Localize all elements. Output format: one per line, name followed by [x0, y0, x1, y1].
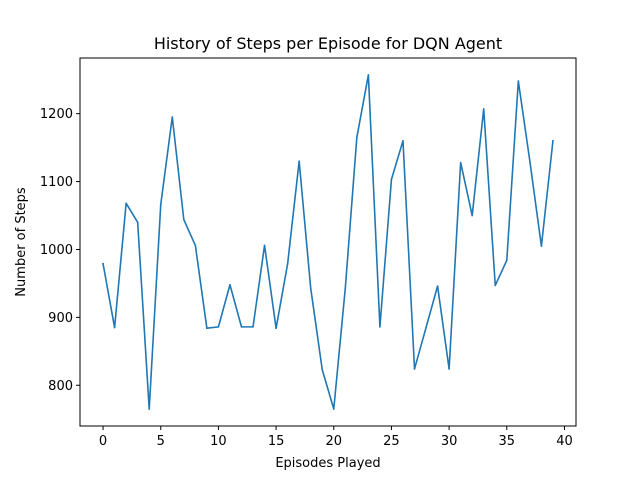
data-point	[298, 160, 300, 162]
data-point	[482, 108, 485, 110]
data-point	[448, 368, 450, 370]
x-tick-label: 25	[383, 434, 400, 449]
data-point	[505, 259, 508, 262]
data-point	[194, 244, 197, 247]
data-point	[436, 285, 439, 287]
data-point	[309, 287, 312, 289]
data-point	[206, 327, 208, 330]
data-point	[159, 203, 162, 206]
y-tick-label: 1000	[40, 243, 73, 258]
data-point	[379, 326, 381, 328]
data-point	[529, 160, 531, 162]
plot-frame	[79, 57, 577, 427]
data-point	[321, 368, 324, 371]
data-point	[459, 161, 462, 164]
data-point	[125, 202, 127, 205]
data-point	[552, 140, 554, 142]
data-point	[136, 221, 139, 224]
x-tick-label: 10	[210, 434, 227, 449]
y-tick-label: 900	[48, 311, 73, 326]
x-tick-label: 20	[325, 434, 342, 449]
y-axis: 800 900 1000 1100 1200	[40, 107, 80, 394]
plot-area	[102, 74, 554, 410]
y-axis-label: Number of Steps	[14, 187, 29, 297]
series-line-0	[102, 74, 554, 410]
data-point	[390, 178, 393, 181]
x-tick-label: 0	[99, 434, 107, 449]
x-axis: 0 5 10 15 20 25 30 35 40	[99, 426, 573, 449]
data-point	[102, 262, 104, 265]
data-point	[286, 262, 289, 265]
data-point	[171, 116, 174, 118]
data-point	[217, 326, 220, 328]
data-point	[356, 136, 358, 139]
x-tick-label: 40	[556, 434, 573, 449]
x-axis-label: Episodes Played	[275, 456, 380, 471]
data-point	[494, 284, 497, 287]
data-point	[344, 287, 347, 289]
data-point	[367, 74, 370, 76]
data-point	[413, 368, 416, 370]
data-point	[471, 214, 473, 217]
x-tick-label: 15	[268, 434, 285, 449]
y-tick-label: 1100	[40, 175, 73, 190]
data-point	[229, 283, 231, 286]
data-point	[183, 218, 185, 221]
y-tick-label: 800	[48, 379, 73, 394]
data-point	[332, 408, 335, 410]
data-point	[240, 326, 243, 328]
data-point	[402, 140, 404, 142]
x-tick-label: 35	[499, 434, 516, 449]
data-point	[275, 327, 277, 330]
data-point	[540, 245, 543, 247]
chart-title: History of Steps per Episode for DQN Age…	[154, 34, 502, 53]
data-point	[263, 244, 266, 247]
data-point	[252, 326, 254, 328]
data-point	[517, 80, 520, 82]
x-tick-label: 30	[441, 434, 458, 449]
x-tick-label: 5	[157, 434, 165, 449]
y-tick-label: 1200	[40, 107, 73, 122]
data-point	[113, 326, 116, 329]
data-point	[148, 408, 151, 410]
data-point	[425, 326, 427, 329]
